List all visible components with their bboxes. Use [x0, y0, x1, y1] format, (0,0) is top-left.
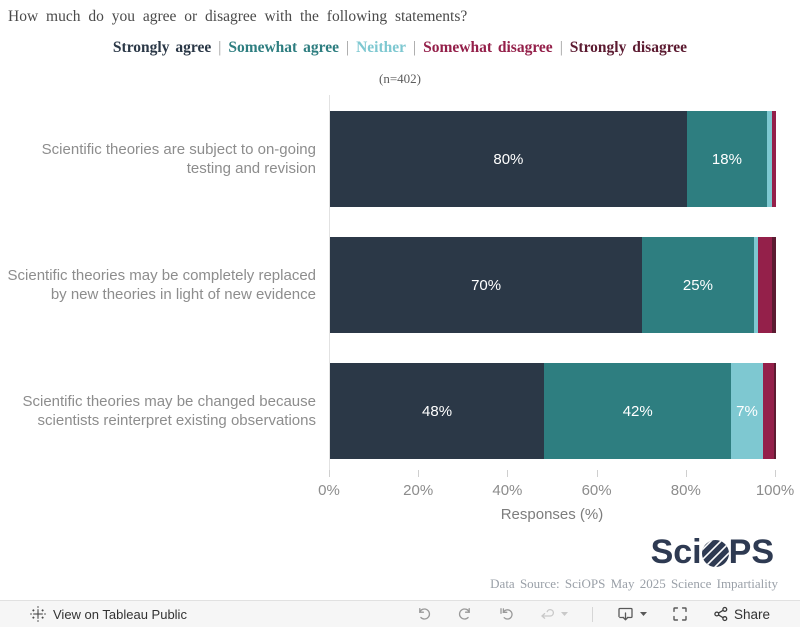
redo-button[interactable]: [456, 605, 474, 623]
share-button[interactable]: Share: [712, 605, 770, 623]
x-tick-label: 0%: [318, 482, 340, 499]
refresh-icon: [540, 608, 554, 619]
bar-segment[interactable]: [753, 237, 759, 333]
legend-separator: |: [412, 39, 417, 56]
legend-item[interactable]: Neither: [356, 39, 406, 56]
legend: Strongly agree | Somewhat agree | Neither | So…: [0, 39, 800, 57]
undo-icon: [419, 607, 431, 620]
y-axis-line: [329, 95, 330, 470]
x-tick-mark: [507, 470, 509, 477]
bar-segment[interactable]: [773, 363, 776, 459]
view-on-tableau-link[interactable]: View on Tableau Public: [30, 606, 187, 622]
legend-item[interactable]: Somewhat agree: [228, 39, 339, 56]
x-tick-mark: [418, 470, 420, 477]
logo-text-post: PS: [728, 533, 774, 571]
bar-segment-label: 7%: [736, 402, 758, 420]
x-axis-title: Responses (%): [500, 506, 604, 523]
bar-segment[interactable]: 48%: [330, 363, 545, 459]
bar-row: Scientific theories may be changed becau…: [0, 363, 800, 459]
view-on-tableau-label: View on Tableau Public: [53, 606, 187, 622]
bar-row: Scientific theories may be completely re…: [0, 237, 800, 333]
data-source-caption: Data Source: SciOPS May 2025 Science Imp…: [490, 576, 778, 591]
legend-separator: |: [218, 39, 222, 56]
legend-separator: |: [559, 39, 563, 56]
fullscreen-icon: [673, 607, 687, 621]
x-tick-mark: [329, 470, 330, 477]
category-label: Scientific theories are subject to on-go…: [41, 141, 316, 177]
download-button[interactable]: [616, 605, 648, 623]
bar-segment-label: 42%: [622, 402, 653, 420]
logo-text-pre: Sci: [650, 533, 702, 571]
x-tick-label: 40%: [492, 482, 523, 499]
legend-separator: |: [345, 39, 350, 56]
bar-segment[interactable]: 7%: [731, 363, 763, 459]
x-tick-label: 100%: [755, 482, 795, 499]
bar-segment[interactable]: [767, 111, 772, 207]
share-icon: [714, 606, 728, 622]
bar-segment[interactable]: [771, 237, 776, 333]
download-icon: [618, 607, 633, 621]
bar-segment[interactable]: [758, 237, 772, 333]
stacked-bar: 48% 42% 7%: [330, 363, 776, 459]
bar-segment-label: 70%: [471, 276, 502, 294]
toolbar-divider: [591, 606, 593, 622]
bar-segment[interactable]: 18%: [686, 111, 768, 207]
bar-segment[interactable]: 80%: [330, 111, 687, 207]
x-axis: 0% 20% 40% 60% 80% 100%: [318, 470, 794, 530]
stacked-bar: 80% 18%: [330, 111, 776, 207]
sciops-logo: Sci PS: [651, 532, 774, 572]
bar-segment-label: 18%: [711, 150, 742, 168]
share-label: Share: [733, 606, 770, 622]
x-tick-label: 80%: [670, 482, 701, 499]
sample-size-label: (n=402): [379, 71, 421, 86]
category-label: Scientific theories may be completely re…: [7, 267, 316, 303]
chart-title: How much do you agree or disagree with t…: [8, 8, 468, 25]
revert-icon: [500, 608, 513, 620]
bar-segment-label: 80%: [493, 150, 524, 168]
download-caret-icon: [639, 612, 647, 616]
tableau-logo-icon: [30, 606, 46, 622]
bar-segment[interactable]: 70%: [330, 237, 643, 333]
bar-segment[interactable]: [762, 363, 774, 459]
bar-segment[interactable]: 42%: [544, 363, 732, 459]
redo-icon: [458, 607, 470, 620]
x-tick-mark: [596, 470, 598, 477]
refresh-button[interactable]: [538, 605, 569, 623]
stacked-bar: 70% 25%: [330, 237, 776, 333]
legend-item[interactable]: Strongly agree: [112, 39, 212, 56]
bar-row: Scientific theories are subject to on-go…: [0, 111, 800, 207]
fullscreen-button[interactable]: [671, 605, 689, 623]
globe-icon: [701, 539, 729, 567]
tableau-toolbar: View on Tableau Public: [0, 600, 800, 627]
x-tick-mark: [775, 470, 776, 477]
bar-segment-label: 48%: [422, 402, 453, 420]
revert-button[interactable]: [497, 605, 515, 623]
bar-segment-label: 25%: [682, 276, 713, 294]
x-tick-mark: [685, 470, 687, 477]
x-tick-label: 20%: [403, 482, 434, 499]
refresh-caret-icon: [560, 612, 568, 616]
bar-segment[interactable]: [771, 111, 776, 207]
undo-button[interactable]: [415, 605, 433, 623]
bar-segment[interactable]: 25%: [642, 237, 754, 333]
x-tick-label: 60%: [581, 482, 612, 499]
category-label: Scientific theories may be changed becau…: [22, 393, 316, 429]
legend-item[interactable]: Strongly disagree: [569, 39, 688, 56]
legend-item[interactable]: Somewhat disagree: [423, 39, 553, 56]
